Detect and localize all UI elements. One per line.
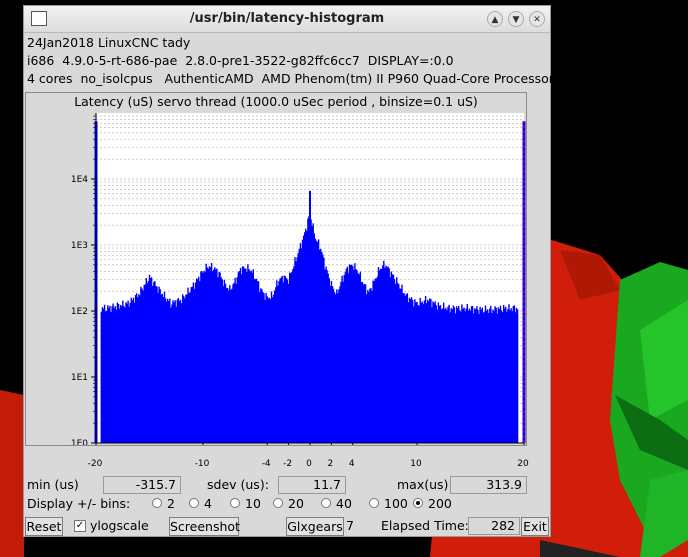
x-tick-label: 10 xyxy=(410,459,422,469)
info-line-3: 4 cores no_isolcpus AuthenticAMD AMD Phe… xyxy=(27,71,554,86)
maximize-icon[interactable]: ▲ xyxy=(487,11,503,27)
screenshot-button[interactable]: Screenshot xyxy=(169,517,240,536)
y-tick-label: 1E3 xyxy=(71,241,88,251)
plot-frame: Latency (uS) servo thread (1000.0 uSec p… xyxy=(25,92,527,446)
x-tick-label: -20 xyxy=(87,459,103,469)
bins-label: Display +/- bins: xyxy=(27,496,131,511)
reset-button[interactable]: Reset xyxy=(25,517,63,536)
bins-option-label: 10 xyxy=(245,496,261,511)
bins-radio-200[interactable] xyxy=(413,498,423,508)
glxgears-button[interactable]: Glxgears xyxy=(286,517,344,536)
sdev-value: 11.7 xyxy=(278,476,346,494)
min-value: -315.7 xyxy=(103,476,181,494)
ylogscale-label: ylogscale xyxy=(90,518,149,533)
x-tick-label: 20 xyxy=(517,459,529,469)
bins-option-label: 40 xyxy=(336,496,352,511)
glxgears-count: 7 xyxy=(346,518,354,533)
info-line-1: 24Jan2018 LinuxCNC tady xyxy=(27,35,191,50)
latency-histogram-window: /usr/bin/latency-histogram ▲ ▼ ✕ 24Jan20… xyxy=(23,5,554,537)
close-icon[interactable]: ✕ xyxy=(529,11,545,27)
title-bar[interactable]: /usr/bin/latency-histogram ▲ ▼ ✕ xyxy=(24,6,550,33)
bins-option-label: 4 xyxy=(204,496,212,511)
min-label: min (us) xyxy=(27,477,79,492)
x-tick-label: 2 xyxy=(327,459,334,469)
ylogscale-checkbox[interactable]: ✓ xyxy=(74,520,86,532)
exit-button[interactable]: Exit xyxy=(521,517,549,536)
max-value: 313.9 xyxy=(450,476,527,494)
bins-option-label: 20 xyxy=(288,496,304,511)
bins-radio-20[interactable] xyxy=(273,498,283,508)
info-line-2: i686 4.9.0-5-rt-686-pae 2.8.0-pre1-3522-… xyxy=(27,53,454,68)
bins-radio-4[interactable] xyxy=(189,498,199,508)
sdev-label: sdev (us): xyxy=(207,477,269,492)
y-tick-label: 1E2 xyxy=(71,307,88,317)
x-tick-label: -10 xyxy=(194,459,210,469)
elapsed-label: Elapsed Time: xyxy=(381,518,469,533)
minimize-icon[interactable]: ▼ xyxy=(508,11,524,27)
window-menu-icon[interactable] xyxy=(31,11,47,26)
bins-radio-100[interactable] xyxy=(369,498,379,508)
window-title: /usr/bin/latency-histogram xyxy=(189,11,385,26)
bins-option-label: 200 xyxy=(428,496,452,511)
histogram-chart: 1E0 1E1 1E2 1E3 1E4 xyxy=(71,113,526,445)
y-tick-label: 1E4 xyxy=(71,175,88,185)
bins-radio-2[interactable] xyxy=(152,498,162,508)
elapsed-value: 282 xyxy=(468,517,520,535)
max-label: max(us) xyxy=(397,477,449,492)
bins-radio-10[interactable] xyxy=(230,498,240,508)
x-tick-label: 0 xyxy=(306,459,312,469)
bins-radio-40[interactable] xyxy=(321,498,331,508)
histogram-bars xyxy=(100,213,519,443)
bins-option-label: 100 xyxy=(384,496,408,511)
y-tick-label: 1E1 xyxy=(71,373,88,383)
y-tick-label: 1E0 xyxy=(71,439,88,445)
x-tick-label: -2 xyxy=(283,459,293,469)
bins-option-label: 2 xyxy=(167,496,175,511)
x-tick-label: 4 xyxy=(348,459,355,469)
plot-title: Latency (uS) servo thread (1000.0 uSec p… xyxy=(74,94,478,109)
x-tick-label: -4 xyxy=(261,459,271,469)
